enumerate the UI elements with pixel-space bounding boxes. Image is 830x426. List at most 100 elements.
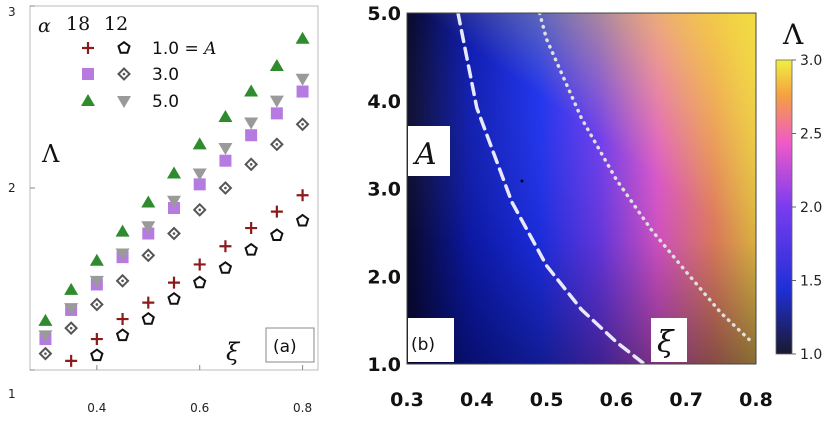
cb-tick-label-0: 1.0 — [800, 347, 822, 363]
panel-b-label: (b) — [411, 335, 435, 355]
point-4-4 — [141, 195, 156, 208]
point-3-7 — [218, 181, 233, 195]
point-4-6 — [192, 137, 207, 150]
point-5-10 — [295, 73, 310, 86]
panel-a-xlabel: ξ — [226, 338, 241, 366]
a-ytick-label-1: 2 — [8, 181, 16, 195]
legend-row-2-label: 3.0 — [152, 65, 179, 85]
point-2-6 — [193, 178, 206, 191]
point-1-4 — [193, 275, 207, 289]
point-1-6 — [244, 242, 258, 256]
point-3-0 — [38, 346, 53, 361]
point-1-2 — [141, 311, 155, 325]
legend-col-18: 18 — [66, 13, 90, 35]
point-2-7 — [219, 154, 232, 167]
point-5-5 — [167, 195, 181, 208]
point-5-3 — [115, 248, 130, 261]
point-1-5 — [218, 261, 233, 274]
legend-row-1-a: A — [202, 39, 216, 59]
point-5-9 — [269, 95, 284, 108]
point-3-3 — [115, 273, 130, 288]
point-5-8 — [244, 117, 259, 130]
legend-marker-0-0 — [82, 42, 94, 54]
point-4-3 — [115, 224, 130, 237]
point-4-2 — [89, 253, 104, 266]
point-4-1 — [64, 282, 79, 295]
point-0-2 — [116, 313, 129, 326]
point-3-10 — [295, 117, 310, 132]
point-0-8 — [270, 205, 283, 218]
panel-b-xlabel-box: ξ — [651, 318, 687, 362]
panel-b-xlabel: ξ — [657, 325, 675, 360]
a-xtick-label-2: 0.8 — [293, 401, 312, 415]
b-ytick-label-1: 2.0 — [367, 266, 401, 288]
point-0-9 — [296, 189, 309, 202]
panel-a-label-box: (a) — [265, 327, 315, 363]
point-5-4 — [141, 221, 156, 234]
point-5-1 — [64, 303, 79, 316]
panel-b: 0.3 0.4 0.5 0.6 0.7 0.8 1.0 2.0 3.0 4.0 5.0 A ξ (b… — [367, 3, 773, 411]
heatmap-speck — [520, 179, 524, 183]
point-0-5 — [193, 258, 206, 271]
legend-col-12: 12 — [104, 13, 128, 35]
panel-a-ylabel: Λ — [41, 140, 60, 168]
b-ytick-label-3: 4.0 — [367, 91, 401, 113]
legend-alpha-label: α — [38, 15, 51, 37]
legend-row-1-label: 1.0 = A — [152, 39, 216, 59]
point-1-0 — [90, 348, 104, 362]
point-5-6 — [192, 168, 207, 181]
point-5-7 — [218, 142, 233, 155]
series-12-a-5-0 — [38, 73, 310, 343]
panel-a-legend: α 18 12 1.0 = A 3.0 5.0 — [38, 13, 216, 112]
cb-tick-label-2: 2.0 — [800, 200, 822, 216]
point-4-10 — [295, 31, 310, 44]
point-4-7 — [218, 110, 233, 123]
a-xtick-label-1: 0.6 — [190, 401, 209, 415]
colorbar-label: Λ — [782, 18, 804, 51]
series-12-a-1-0 — [90, 213, 310, 362]
b-xtick-label-5: 0.8 — [739, 389, 773, 411]
legend-marker-0-1 — [117, 40, 131, 54]
point-0-7 — [245, 222, 258, 235]
point-3-4 — [141, 248, 156, 263]
point-0-6 — [219, 240, 232, 253]
b-ytick-label-4: 5.0 — [367, 3, 401, 25]
point-2-5 — [168, 202, 180, 215]
point-5-2 — [89, 275, 104, 288]
panel-b-label-box: (b) — [408, 318, 454, 362]
panel-a-frame — [29, 5, 319, 371]
legend-row-1-value: 1.0 — [152, 39, 179, 59]
point-3-2 — [89, 297, 104, 312]
panel-b-ylabel: A — [412, 137, 437, 172]
point-3-8 — [244, 157, 259, 172]
panel-b-ylabel-box: A — [408, 126, 450, 176]
point-4-9 — [269, 59, 284, 72]
panel-b-ticks: 0.3 0.4 0.5 0.6 0.7 0.8 1.0 2.0 3.0 4.0 5.0 — [367, 3, 773, 411]
b-xtick-label-3: 0.6 — [600, 389, 634, 411]
point-5-0 — [38, 330, 53, 343]
cb-tick-label-3: 2.5 — [800, 127, 822, 143]
series-18-a-1-0 — [65, 189, 309, 367]
cb-tick-label-4: 3.0 — [800, 53, 822, 69]
b-xtick-label-1: 0.4 — [460, 389, 494, 411]
contour-dashed — [456, 13, 647, 364]
a-xtick-label-0: 0.4 — [87, 401, 106, 415]
point-2-10 — [296, 85, 309, 98]
legend-row-3-label: 5.0 — [152, 92, 179, 112]
b-xtick-label-2: 0.5 — [530, 389, 564, 411]
a-ytick-label-2: 3 — [8, 5, 16, 19]
point-0-4 — [168, 276, 180, 289]
point-2-4 — [142, 227, 155, 240]
point-0-0 — [65, 354, 78, 367]
a-ytick-label-0: 1 — [8, 387, 16, 401]
panel-b-frame — [406, 12, 757, 365]
colorbar-ticks: 1.0 1.5 2.0 2.5 3.0 — [792, 53, 822, 363]
colorbar-gradient — [775, 59, 793, 355]
contour-dotted — [537, 13, 751, 342]
point-0-3 — [142, 296, 155, 309]
point-4-8 — [244, 84, 259, 97]
panel-a-series — [38, 31, 310, 367]
b-xtick-label-4: 0.7 — [669, 389, 703, 411]
